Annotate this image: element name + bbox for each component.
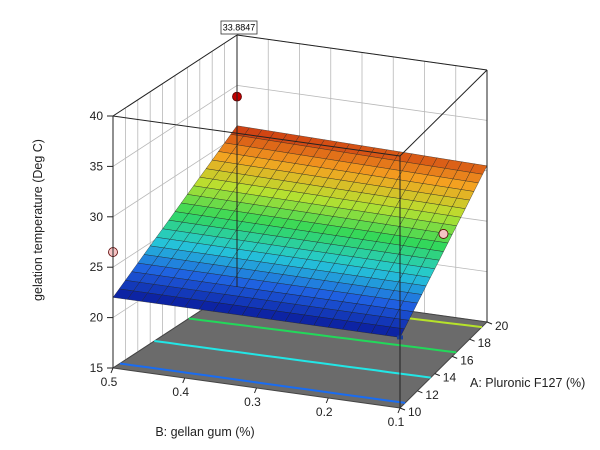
y-tick-label: 0.5 bbox=[101, 375, 118, 389]
y-tick bbox=[397, 407, 401, 414]
x-axis-title: A: Pluronic F127 (%) bbox=[470, 376, 585, 390]
z-tick-label: 30 bbox=[90, 210, 104, 224]
y-axis-title: B: gellan gum (%) bbox=[155, 425, 254, 439]
y-tick bbox=[325, 397, 329, 404]
x-tick bbox=[486, 321, 493, 325]
grid-line bbox=[112, 135, 238, 218]
x-tick-label: 14 bbox=[443, 371, 457, 385]
y-tick-label: 0.2 bbox=[316, 405, 333, 419]
z-tick-label: 35 bbox=[90, 159, 104, 173]
z-axis-title: gelation temperature (Deg C) bbox=[31, 139, 45, 301]
x-tick-label: 16 bbox=[460, 353, 474, 367]
x-tick bbox=[469, 338, 475, 342]
z-tick-label: 20 bbox=[90, 311, 104, 325]
z-tick-label: 25 bbox=[90, 260, 104, 274]
contour-line bbox=[119, 362, 406, 404]
response-surface bbox=[112, 125, 488, 338]
y-tick-label: 0.4 bbox=[172, 385, 189, 399]
frame-edge bbox=[112, 34, 238, 117]
contour-line bbox=[154, 340, 431, 379]
y-tick bbox=[254, 387, 257, 394]
axis-frame bbox=[112, 34, 488, 408]
z-tick-label: 40 bbox=[90, 109, 104, 123]
x-tick bbox=[434, 373, 440, 377]
design-point bbox=[438, 229, 449, 239]
frame-edge bbox=[399, 69, 488, 157]
x-tick bbox=[399, 407, 406, 411]
y-tick bbox=[110, 367, 114, 374]
x-tick-label: 18 bbox=[478, 336, 492, 350]
contour-line bbox=[188, 317, 457, 354]
x-tick bbox=[417, 390, 423, 394]
y-tick-label: 0.3 bbox=[244, 395, 261, 409]
x-tick-label: 20 bbox=[495, 319, 509, 333]
y-tick bbox=[182, 377, 186, 384]
frame-edge bbox=[236, 34, 488, 71]
flag-box bbox=[220, 20, 258, 35]
x-tick bbox=[452, 355, 458, 359]
frame-edge bbox=[112, 115, 401, 157]
grid-line bbox=[236, 85, 488, 121]
flag-label: 33.8847 bbox=[223, 23, 256, 33]
z-tick-label: 15 bbox=[90, 361, 104, 375]
x-tick-label: 10 bbox=[408, 405, 422, 419]
grid-line bbox=[112, 85, 238, 167]
x-tick-label: 12 bbox=[425, 388, 439, 402]
y-tick-label: 0.1 bbox=[388, 415, 405, 429]
